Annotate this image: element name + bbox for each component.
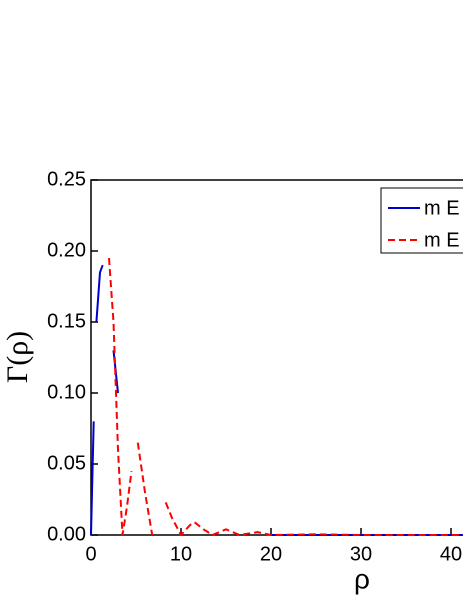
- y-tick-label: 0.20: [47, 239, 86, 261]
- x-tick-label: 30: [350, 543, 372, 565]
- x-tick-label: 40: [440, 543, 462, 565]
- legend-label: m E: [424, 229, 460, 251]
- y-axis-label: Γ(ρ): [1, 331, 34, 383]
- legend-label: m E: [424, 197, 460, 219]
- x-tick-label: 10: [170, 543, 192, 565]
- y-tick-label: 0.10: [47, 381, 86, 403]
- y-tick-label: 0.00: [47, 523, 86, 545]
- x-axis-label: ρ: [354, 563, 370, 594]
- x-tick-label: 0: [85, 543, 96, 565]
- y-tick-label: 0.05: [47, 452, 86, 474]
- legend-box: [380, 187, 463, 254]
- line-series: [108, 258, 463, 536]
- line-series: [90, 264, 463, 536]
- y-tick-label: 0.15: [47, 310, 86, 332]
- y-tick-label: 0.25: [47, 168, 86, 190]
- x-tick-label: 20: [260, 543, 282, 565]
